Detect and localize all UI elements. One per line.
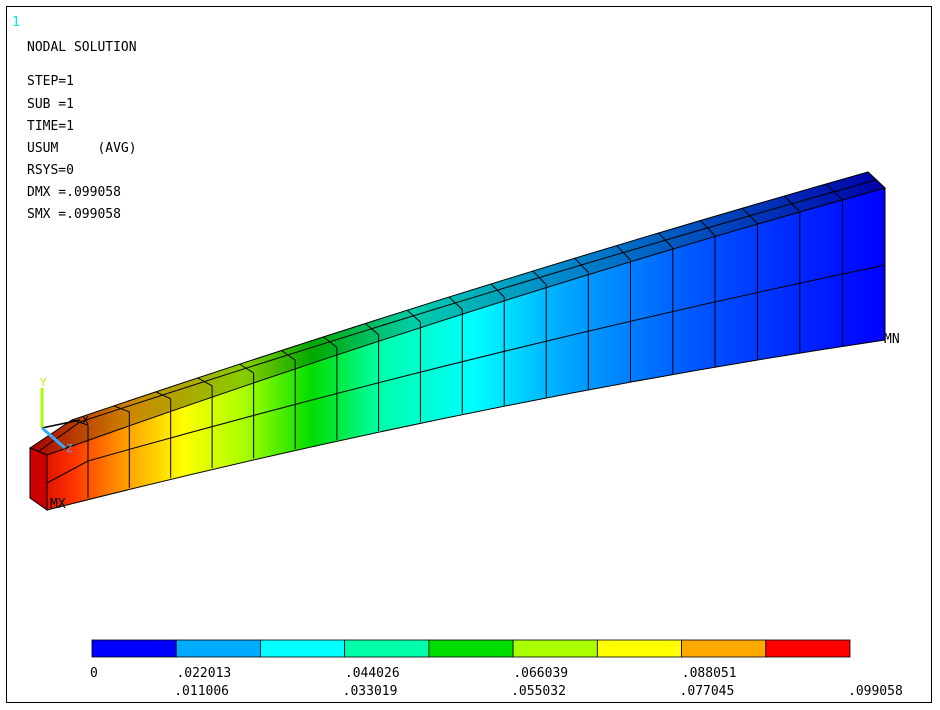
legend-swatch: [765, 639, 851, 658]
triad-x-label: X: [82, 414, 89, 427]
legend-label-lower: .033019: [342, 684, 398, 699]
legend-swatch: [344, 639, 430, 658]
legend-label-upper: .066039: [513, 666, 569, 681]
element-mesh: [38, 171, 886, 498]
legend-label-upper: 0: [90, 666, 98, 681]
legend-swatch: [175, 639, 261, 658]
legend-label-upper: .044026: [344, 666, 400, 681]
min-marker: MN: [884, 332, 900, 347]
info-rsys: RSYS=0: [27, 163, 74, 178]
max-marker: MX: [50, 497, 66, 512]
legend-swatch: [260, 639, 346, 658]
beam-end-face: [29, 447, 48, 511]
info-time: TIME=1: [27, 119, 74, 134]
legend-label-lower: .077045: [679, 684, 735, 699]
legend-swatch: [91, 639, 177, 658]
beam-front-face: [46, 187, 886, 511]
triad-y-label: Y: [40, 376, 47, 389]
info-step: STEP=1: [27, 74, 74, 89]
legend-swatch: [512, 639, 598, 658]
legend-swatch: [596, 639, 682, 658]
window-number: 1: [12, 15, 20, 30]
legend-swatch: [681, 639, 767, 658]
coordinate-triad: Y X Z: [40, 376, 89, 455]
legend-label-lower: .055032: [511, 684, 566, 699]
contour-legend: [91, 639, 851, 658]
legend-label-lower: .099058: [848, 684, 903, 699]
legend-swatch: [428, 639, 514, 658]
info-result: USUM (AVG): [27, 141, 137, 156]
legend-label-lower: .011006: [174, 684, 230, 699]
triad-z-label: Z: [66, 442, 73, 455]
info-sub: SUB =1: [27, 97, 74, 112]
info-smx: SMX =.099058: [27, 207, 121, 222]
legend-label-upper: .088051: [681, 666, 737, 681]
plot-title: NODAL SOLUTION: [27, 40, 137, 55]
legend-label-upper: .022013: [176, 666, 232, 681]
info-dmx: DMX =.099058: [27, 185, 121, 200]
